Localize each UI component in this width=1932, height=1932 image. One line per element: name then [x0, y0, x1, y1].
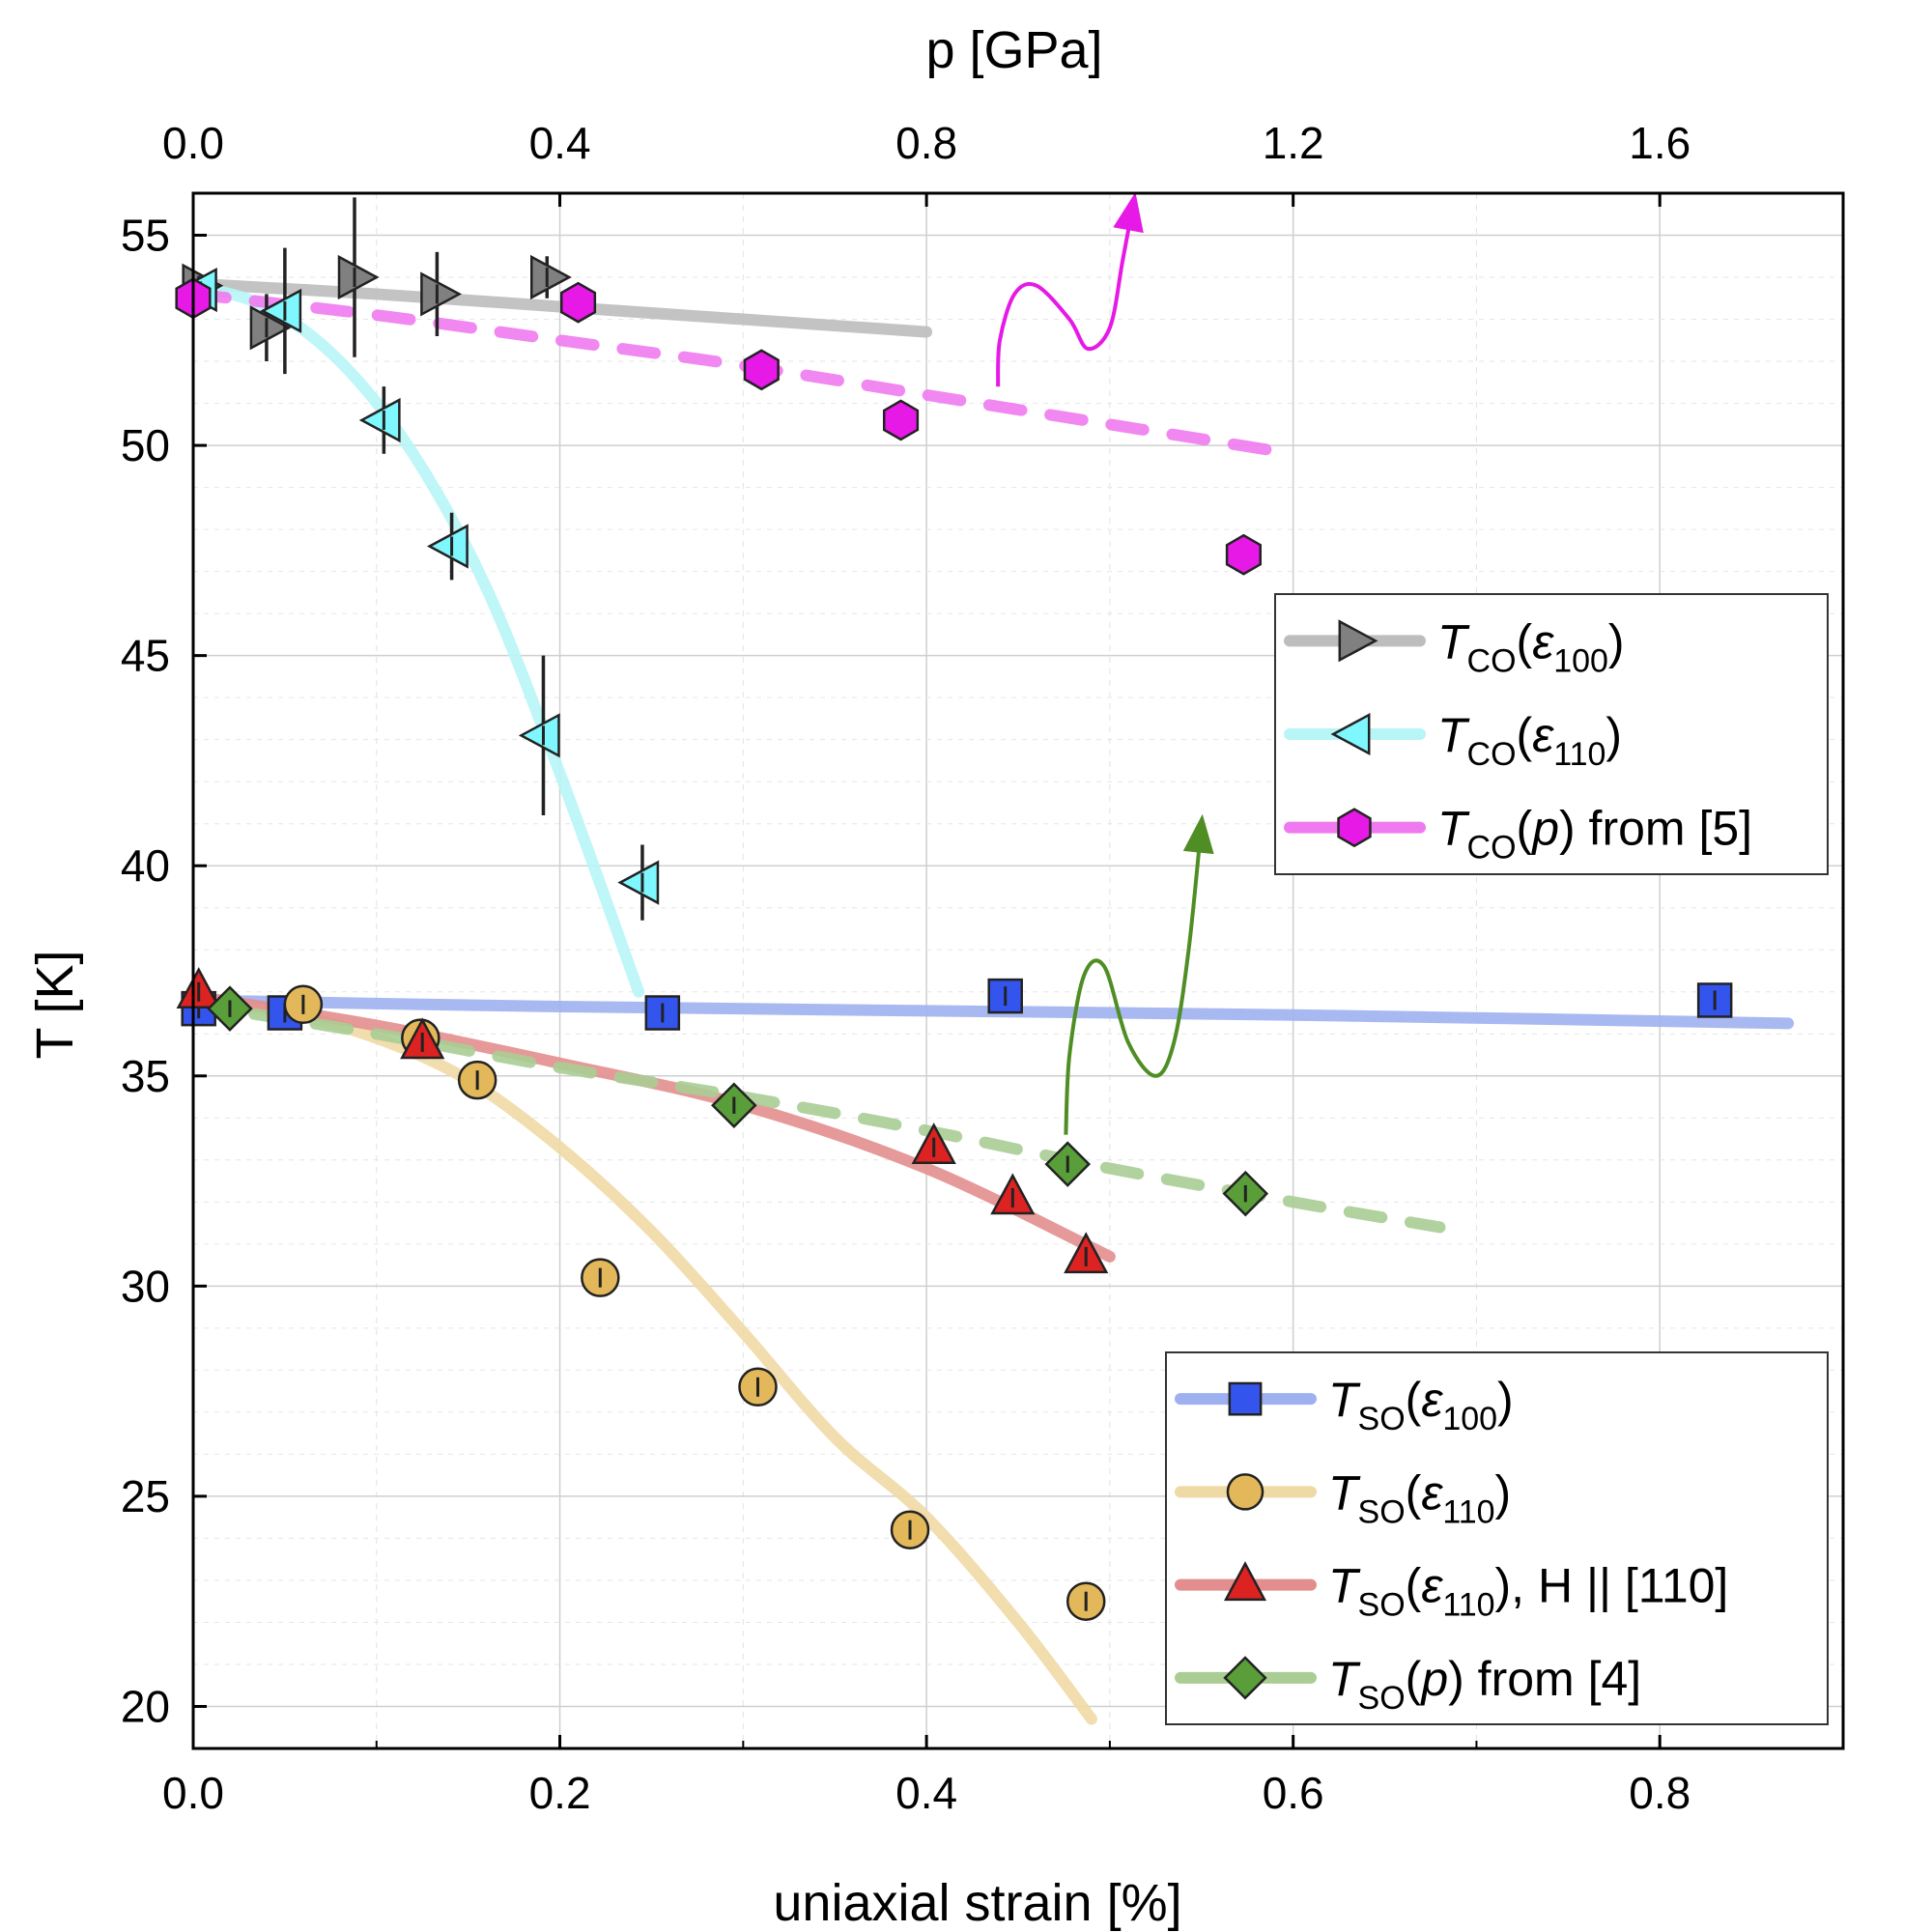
- data-point: [559, 281, 597, 324]
- top-tick-label: 1.2: [1263, 118, 1324, 168]
- data-point: [743, 349, 780, 391]
- fit-line-2: [187, 288, 1299, 460]
- data-point: [530, 254, 572, 300]
- fit-line-0: [187, 277, 933, 338]
- legend-label: TCO(ε110): [1437, 708, 1622, 773]
- top-tick-label: 0.8: [895, 118, 957, 168]
- data-point: [426, 524, 469, 569]
- annotations: [996, 191, 1214, 1135]
- plot-frame: [191, 191, 1845, 1750]
- x-tick-label: 0.2: [529, 1768, 591, 1818]
- y-tick-label: 50: [121, 420, 170, 470]
- legend-0: TCO(ε100) TCO(ε110) TCO(p) from [5]: [1274, 593, 1829, 875]
- legend-swatch-marker: [1330, 712, 1371, 756]
- y-tick-label: 55: [121, 211, 170, 261]
- data-point: [617, 860, 660, 905]
- x-axis-label: uniaxial strain [%]: [773, 1874, 1181, 1932]
- top-tick-label: 0.0: [162, 118, 224, 168]
- annotation-arrow-0: [996, 201, 1136, 387]
- data-point: [420, 271, 463, 317]
- legend-label: TCO(p) from [5]: [1437, 802, 1752, 867]
- legend-swatch-marker: [1226, 1473, 1264, 1511]
- data-point: [249, 305, 292, 351]
- data-points: [175, 197, 1733, 1621]
- y-tick-label: 35: [121, 1051, 170, 1101]
- legend-label: TSO(ε100): [1328, 1373, 1514, 1437]
- y-tick-label: 25: [121, 1471, 170, 1521]
- axis-labels: uniaxial strain [%] p [GPa] T [K]: [26, 21, 1182, 1932]
- legend-label: TSO(ε110), H || [110]: [1328, 1559, 1728, 1624]
- data-point: [358, 397, 401, 443]
- fit-line-1: [187, 279, 645, 998]
- fit-line-5: [187, 990, 1116, 1263]
- legend-swatch-marker: [1223, 1656, 1267, 1700]
- ticks: 0.0 0.2 0.4 0.6 0.8 0.0 0.4 0.8 1.2 1.6 20 25 30 35 40…: [121, 118, 1844, 1818]
- legend-1: TSO(ε100) TSO(ε110) TSO(ε110), H || [110] T…: [1165, 1351, 1829, 1725]
- legends: TCO(ε100) TCO(ε110) TCO(p) from [5] TSO(ε10…: [1165, 593, 1829, 1725]
- legend-label: TCO(ε100): [1437, 614, 1625, 679]
- legend-box: [1165, 1351, 1829, 1725]
- y-tick-label: 20: [121, 1681, 170, 1731]
- arrow-head: [1182, 813, 1214, 855]
- top-axis-label: p [GPa]: [925, 21, 1102, 79]
- y-tick-label: 40: [121, 840, 170, 891]
- fit-line-3: [187, 994, 1795, 1030]
- legend-swatch-marker: [1228, 1381, 1263, 1416]
- legend-label: TSO(p) from [4]: [1328, 1652, 1641, 1717]
- x-tick-label: 0.4: [895, 1768, 957, 1818]
- data-point: [260, 288, 302, 333]
- legend-swatch-marker: [1223, 1561, 1267, 1602]
- top-tick-label: 0.4: [529, 118, 591, 168]
- x-tick-label: 0.8: [1629, 1768, 1690, 1818]
- top-tick-label: 1.6: [1629, 118, 1690, 168]
- data-point: [518, 713, 560, 758]
- x-tick-label: 0.0: [162, 1768, 224, 1818]
- legend-swatch-marker: [1337, 808, 1372, 848]
- y-tick-label: 30: [121, 1261, 170, 1311]
- data-point: [337, 254, 380, 300]
- legend-swatch-marker: [1338, 619, 1378, 663]
- x-tick-label: 0.6: [1263, 1768, 1324, 1818]
- data-point: [1225, 533, 1262, 576]
- arrow-head: [1113, 191, 1144, 234]
- annotation-arrow-1: [1064, 823, 1204, 1135]
- data-point: [882, 399, 920, 441]
- y-tick-label: 45: [121, 631, 170, 681]
- legend-label: TSO(ε110): [1328, 1465, 1511, 1530]
- fit-line-4: [187, 998, 1097, 1725]
- y-axis-label: T [K]: [26, 950, 84, 1059]
